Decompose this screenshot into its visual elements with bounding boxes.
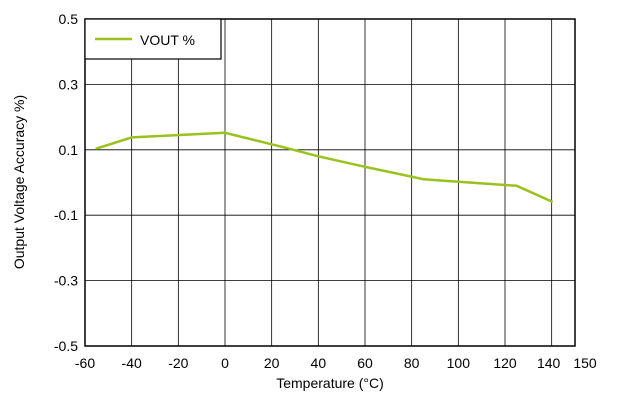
x-tick-label: 0 bbox=[221, 355, 229, 371]
y-tick-label: 0.3 bbox=[59, 76, 79, 92]
y-axis-label: Output Voltage Accuracy %) bbox=[11, 95, 27, 269]
x-tick-label: 150 bbox=[573, 355, 597, 371]
x-tick-label: -60 bbox=[75, 355, 95, 371]
legend-label: VOUT % bbox=[140, 32, 195, 48]
x-axis-ticks: -60 -40 -20 0 20 40 60 80 100 120 140 150 bbox=[75, 355, 597, 371]
x-axis-label: Temperature (°C) bbox=[276, 375, 384, 391]
y-tick-label: -0.1 bbox=[54, 207, 78, 223]
x-tick-label: -20 bbox=[168, 355, 188, 371]
x-tick-label: 140 bbox=[537, 355, 561, 371]
x-tick-label: 80 bbox=[404, 355, 420, 371]
y-tick-label: 0.1 bbox=[59, 142, 79, 158]
legend: VOUT % bbox=[84, 18, 222, 60]
x-tick-label: 40 bbox=[311, 355, 327, 371]
series-layer bbox=[95, 131, 553, 203]
y-tick-label: -0.3 bbox=[54, 273, 78, 289]
x-tick-label: 120 bbox=[493, 355, 517, 371]
x-tick-label: 100 bbox=[447, 355, 471, 371]
y-tick-label: -0.5 bbox=[54, 338, 78, 354]
y-tick-label: 0.5 bbox=[59, 11, 79, 27]
x-tick-label: -40 bbox=[122, 355, 142, 371]
grid bbox=[85, 19, 575, 346]
y-axis-ticks: -0.5 -0.3 -0.1 0.1 0.3 0.5 bbox=[54, 11, 78, 354]
x-tick-label: 20 bbox=[264, 355, 280, 371]
series-line-vout bbox=[95, 131, 553, 203]
x-tick-label: 60 bbox=[357, 355, 373, 371]
plot-frame bbox=[84, 18, 576, 347]
